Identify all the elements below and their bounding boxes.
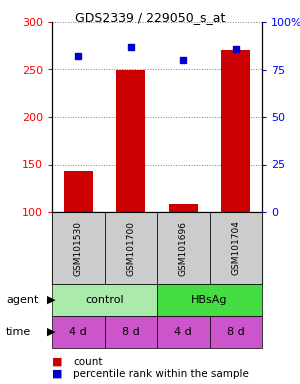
Bar — [209, 212, 262, 284]
Text: 4 d: 4 d — [174, 327, 192, 337]
Bar — [157, 212, 209, 284]
Text: GSM101530: GSM101530 — [74, 220, 83, 275]
Bar — [169, 204, 198, 212]
Text: ■: ■ — [52, 369, 62, 379]
Text: GDS2339 / 229050_s_at: GDS2339 / 229050_s_at — [75, 11, 225, 24]
Text: HBsAg: HBsAg — [191, 295, 228, 305]
Text: percentile rank within the sample: percentile rank within the sample — [73, 369, 249, 379]
Text: ▶: ▶ — [46, 327, 55, 337]
Text: 4 d: 4 d — [69, 327, 87, 337]
Bar — [52, 212, 104, 284]
Bar — [52, 284, 157, 316]
Text: GSM101700: GSM101700 — [126, 220, 135, 275]
Text: agent: agent — [6, 295, 38, 305]
Bar — [52, 316, 104, 348]
Bar — [64, 171, 93, 212]
Bar — [104, 316, 157, 348]
Text: ▶: ▶ — [46, 295, 55, 305]
Bar — [116, 70, 145, 212]
Bar — [209, 316, 262, 348]
Bar — [221, 50, 250, 212]
Text: time: time — [6, 327, 31, 337]
Text: 8 d: 8 d — [227, 327, 244, 337]
Text: 8 d: 8 d — [122, 327, 140, 337]
Text: control: control — [85, 295, 124, 305]
Text: count: count — [73, 357, 103, 367]
Bar — [157, 284, 262, 316]
Text: ■: ■ — [52, 357, 62, 367]
Bar — [157, 316, 209, 348]
Text: GSM101704: GSM101704 — [231, 220, 240, 275]
Bar — [104, 212, 157, 284]
Text: GSM101696: GSM101696 — [179, 220, 188, 275]
